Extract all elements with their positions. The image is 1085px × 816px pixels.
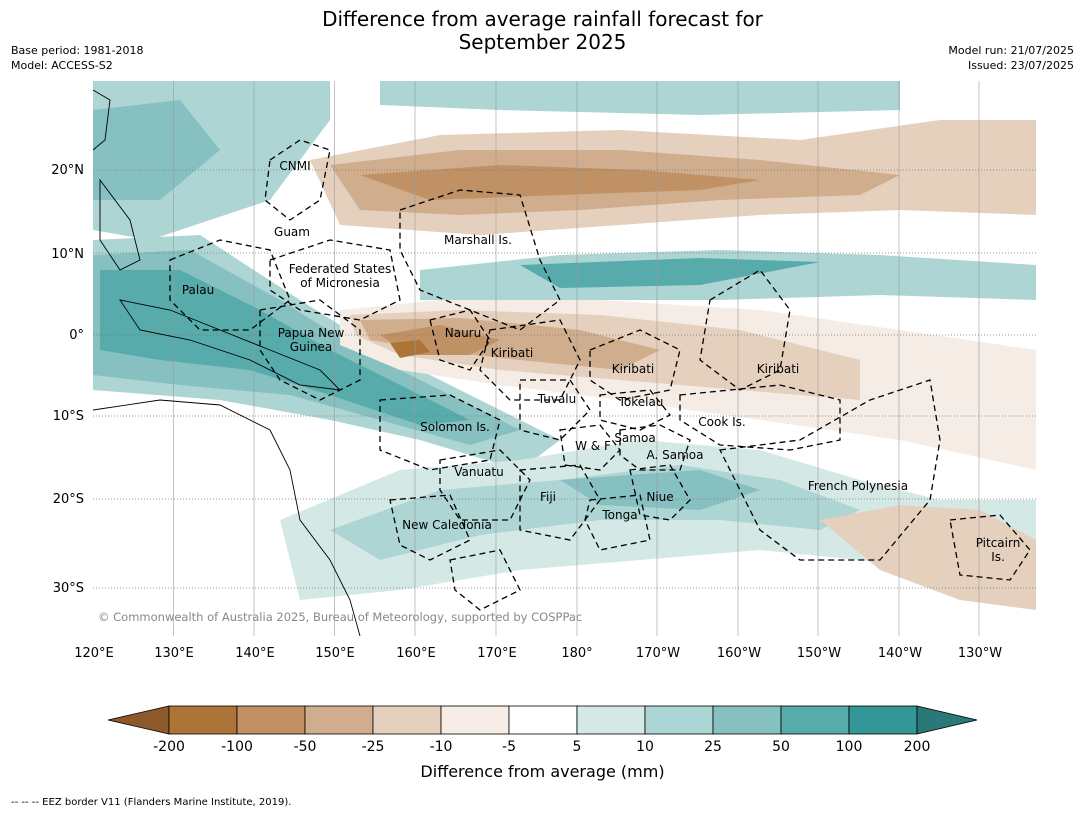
colorbar-box	[440, 705, 510, 735]
colorbar-tick-label: 5	[573, 739, 582, 755]
copyright-text: © Commonwealth of Australia 2025, Bureau…	[98, 610, 582, 624]
colorbar-box	[304, 705, 374, 735]
colorbar-box	[236, 705, 306, 735]
label-cook: Cook Is.	[698, 415, 745, 429]
label-marshall: Marshall Is.	[444, 233, 512, 247]
colorbar-box	[372, 705, 442, 735]
lon-label-160e: 160°E	[396, 646, 436, 661]
colorbar-tick-label: -50	[294, 739, 317, 755]
lat-label-10s: 10°S	[53, 409, 84, 424]
colorbar-tick-label: -25	[362, 739, 385, 755]
lon-label-120e: 120°E	[74, 646, 114, 661]
label-kiribati-w: Kiribati	[491, 346, 533, 360]
colorbar-box	[576, 705, 646, 735]
lon-label-140e: 140°E	[235, 646, 275, 661]
lat-label-20n: 20°N	[51, 163, 84, 178]
lon-label-150w: 150°W	[797, 646, 841, 661]
label-palau: Palau	[182, 283, 214, 297]
lat-label-30s: 30°S	[53, 581, 84, 596]
meta-left: Base period: 1981-2018 Model: ACCESS-S2	[11, 43, 143, 73]
colorbar-tick-label: 10	[636, 739, 654, 755]
label-french-polynesia: French Polynesia	[808, 479, 908, 493]
label-tokelau: Tokelau	[618, 395, 664, 409]
lon-label-160w: 160°W	[717, 646, 761, 661]
colorbar-tick-label: 100	[836, 739, 863, 755]
label-kiribati-e: Kiribati	[757, 362, 799, 376]
colorbar-box	[848, 705, 918, 735]
lon-label-130e: 130°E	[154, 646, 194, 661]
label-fiji: Fiji	[540, 490, 556, 504]
colorbar-label: Difference from average (mm)	[420, 762, 665, 781]
lat-label-10n: 10°N	[51, 247, 84, 262]
label-fsm-1: Federated States	[289, 262, 391, 276]
model-run: Model run: 21/07/2025	[948, 44, 1074, 57]
lat-label-20s: 20°S	[53, 492, 84, 507]
colorbar-extend-high	[916, 705, 978, 735]
colorbar-tick-label: 200	[904, 739, 931, 755]
label-cnmi: CNMI	[279, 159, 310, 173]
label-vanuatu: Vanuatu	[454, 465, 504, 479]
colorbar: -200 -100 -50 -25 -10 -5 5 10 25 50 100 200	[107, 705, 978, 755]
colorbar-tick-label: -100	[221, 739, 253, 755]
meta-right: Model run: 21/07/2025 Issued: 23/07/2025	[948, 43, 1074, 73]
colorbar-tick-label: -200	[153, 739, 185, 755]
colorbar-tick-label: 25	[704, 739, 722, 755]
label-samoa: Samoa	[614, 431, 655, 445]
eez-footnote: -- -- -- EEZ border V11 (Flanders Marine…	[11, 797, 292, 808]
region-labels: CNMI Guam Marshall Is. Federated States …	[182, 159, 1020, 564]
issued-date: Issued: 23/07/2025	[967, 59, 1074, 72]
model-name: Model: ACCESS-S2	[11, 59, 113, 72]
label-png-2: Guinea	[290, 340, 333, 354]
colorbar-box	[712, 705, 782, 735]
title-line-1: Difference from average rainfall forecas…	[322, 7, 763, 31]
label-niue: Niue	[646, 490, 673, 504]
colorbar-tick-label: -10	[430, 739, 453, 755]
map-field	[93, 81, 1036, 636]
rainfall-map: CNMI Guam Marshall Is. Federated States …	[51, 81, 1036, 661]
label-wf: W & F	[575, 439, 611, 453]
lon-label-150e: 150°E	[315, 646, 355, 661]
colorbar-boxes	[107, 705, 978, 735]
label-tonga: Tonga	[601, 508, 637, 522]
eez-borders	[169, 139, 1031, 611]
colorbar-ticks: -200 -100 -50 -25 -10 -5 5 10 25 50 100 200	[153, 739, 930, 755]
colorbar-box	[168, 705, 238, 735]
label-guam: Guam	[274, 225, 310, 239]
label-asamoa: A. Samoa	[647, 448, 704, 462]
colorbar-box	[508, 705, 578, 735]
colorbar-box	[644, 705, 714, 735]
map-title: Difference from average rainfall forecas…	[0, 8, 1085, 54]
lon-label-170w: 170°W	[636, 646, 680, 661]
lat-labels: 20°N 10°N 0° 10°S 20°S 30°S	[51, 163, 84, 596]
label-new-caledonia: New Caledonia	[402, 518, 492, 532]
label-nauru: Nauru	[445, 326, 481, 340]
label-pitcairn-2: Is.	[991, 550, 1005, 564]
label-pitcairn-1: Pitcairn	[976, 536, 1021, 550]
label-png-1: Papua New	[278, 326, 345, 340]
lon-label-130w: 130°W	[958, 646, 1002, 661]
label-fsm-2: of Micronesia	[300, 276, 380, 290]
label-tuvalu: Tuvalu	[537, 392, 577, 406]
lon-label-140w: 140°W	[878, 646, 922, 661]
lat-label-0: 0°	[69, 328, 84, 343]
lon-label-180: 180°	[561, 646, 592, 661]
title-line-2: September 2025	[458, 30, 627, 54]
colorbar-extend-low	[107, 705, 170, 735]
colorbar-tick-label: 50	[772, 739, 790, 755]
label-solomon: Solomon Is.	[420, 420, 490, 434]
base-period: Base period: 1981-2018	[11, 44, 144, 57]
lon-label-170e: 170°E	[477, 646, 517, 661]
lon-labels: 120°E 130°E 140°E 150°E 160°E 170°E 180°…	[74, 646, 1002, 661]
colorbar-tick-label: -5	[502, 739, 516, 755]
label-kiribati-c: Kiribati	[612, 362, 654, 376]
colorbar-box	[780, 705, 850, 735]
